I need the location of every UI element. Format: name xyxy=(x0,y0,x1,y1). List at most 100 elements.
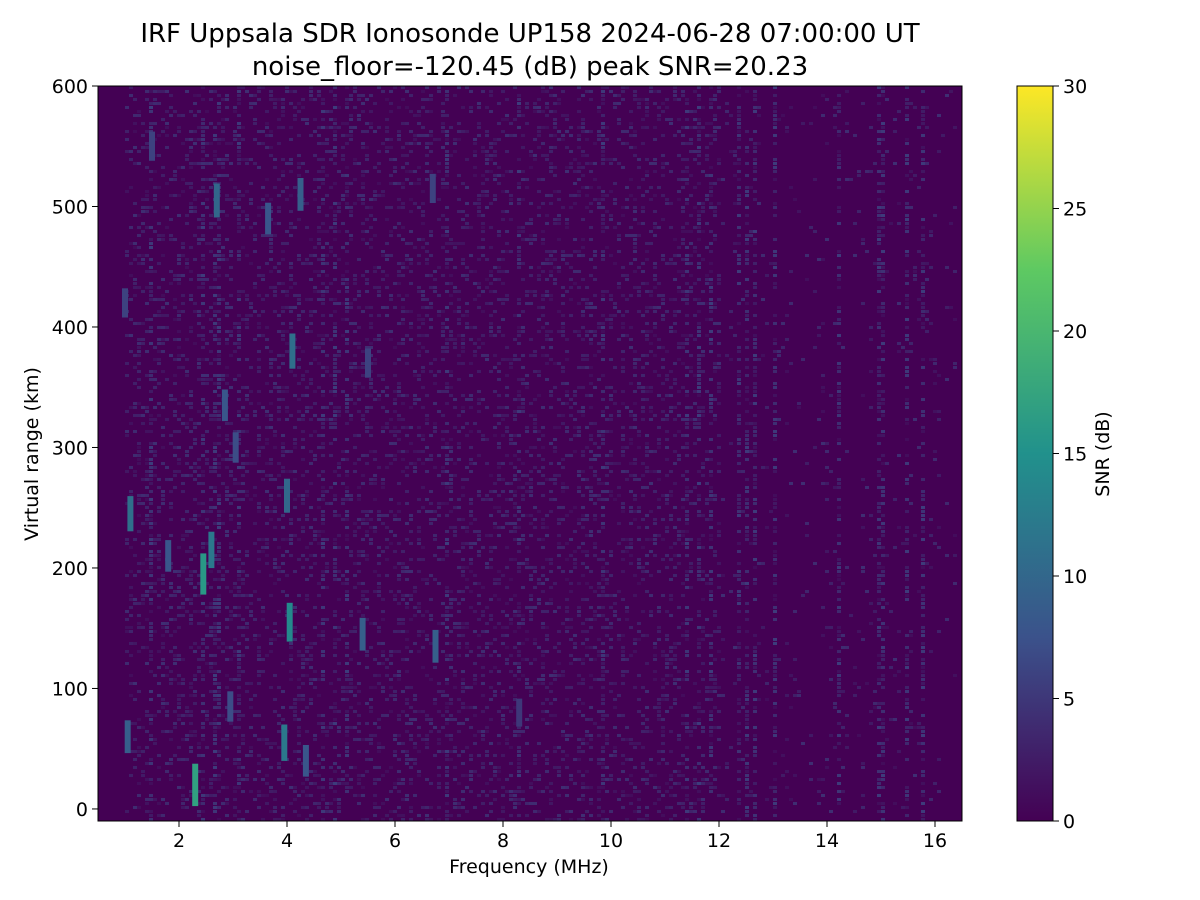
heatmap-cell xyxy=(141,258,145,261)
heatmap-cell xyxy=(145,810,149,813)
heatmap-cell xyxy=(213,410,217,413)
heatmap-cell xyxy=(517,198,521,201)
heatmap-cell xyxy=(149,522,153,525)
heatmap-cell xyxy=(481,190,485,193)
heatmap-cell xyxy=(521,198,525,201)
heatmap-cell xyxy=(405,594,409,597)
heatmap-cell xyxy=(205,606,209,609)
heatmap-cell xyxy=(221,482,225,485)
heatmap-cell xyxy=(497,506,501,509)
heatmap-cell xyxy=(225,530,229,533)
heatmap-cell xyxy=(213,126,217,129)
heatmap-cell xyxy=(245,550,249,553)
heatmap-cell xyxy=(545,650,549,653)
heatmap-cell xyxy=(201,642,205,645)
heatmap-cell xyxy=(149,90,153,93)
heatmap-cell xyxy=(441,690,445,693)
heatmap-cell xyxy=(401,750,405,753)
heatmap-cell xyxy=(541,622,545,625)
heatmap-cell xyxy=(217,526,221,529)
heatmap-cell xyxy=(401,742,405,745)
heatmap-cell xyxy=(457,646,461,649)
heatmap-cell xyxy=(181,658,185,661)
heatmap-cell xyxy=(237,326,241,329)
heatmap-cell xyxy=(321,486,325,489)
heatmap-cell xyxy=(249,726,253,729)
heatmap-cell xyxy=(353,738,357,741)
heatmap-cell xyxy=(217,402,221,405)
heatmap-cell xyxy=(461,806,465,809)
heatmap-cell xyxy=(525,638,529,641)
heatmap-cell xyxy=(473,610,477,613)
heatmap-cell xyxy=(517,746,521,749)
heatmap-cell xyxy=(385,330,389,333)
heatmap-cell xyxy=(485,134,489,137)
heatmap-cell xyxy=(269,238,273,241)
heatmap-cell xyxy=(389,102,393,105)
heatmap-cell xyxy=(533,758,537,761)
heatmap-cell xyxy=(297,162,301,165)
heatmap-cell xyxy=(169,682,173,685)
heatmap-cell xyxy=(493,366,497,369)
heatmap-cell xyxy=(157,414,161,417)
heatmap-cell xyxy=(189,326,193,329)
heatmap-cell xyxy=(453,286,457,289)
heatmap-cell xyxy=(545,758,549,761)
heatmap-cell xyxy=(509,618,513,621)
heatmap-cell xyxy=(357,194,361,197)
heatmap-cell xyxy=(341,146,345,149)
heatmap-cell xyxy=(333,150,337,153)
heatmap-cell xyxy=(365,666,369,669)
heatmap-cell xyxy=(213,334,217,337)
heatmap-cell xyxy=(425,634,429,637)
heatmap-cell xyxy=(461,722,465,725)
heatmap-cell xyxy=(369,238,373,241)
heatmap-cell xyxy=(197,646,201,649)
heatmap-cell xyxy=(465,398,469,401)
heatmap-cell xyxy=(253,94,257,97)
heatmap-cell xyxy=(373,722,377,725)
heatmap-cell xyxy=(385,426,389,429)
heatmap-cell xyxy=(317,694,321,697)
heatmap-cell xyxy=(237,190,241,193)
heatmap-cell xyxy=(233,678,237,681)
heatmap-cell xyxy=(513,694,517,697)
heatmap-cell xyxy=(537,274,541,277)
heatmap-cell xyxy=(545,710,549,713)
heatmap-cell xyxy=(405,106,409,109)
heatmap-cell xyxy=(317,206,321,209)
heatmap-cell xyxy=(413,710,417,713)
heatmap-cell xyxy=(213,470,217,473)
heatmap-cell xyxy=(293,294,297,297)
heatmap-cell xyxy=(469,406,473,409)
heatmap-cell xyxy=(297,418,301,421)
heatmap-cell xyxy=(489,322,493,325)
heatmap-cell xyxy=(553,450,557,453)
heatmap-cell xyxy=(497,770,501,773)
heatmap-cell xyxy=(333,722,337,725)
heatmap-cell xyxy=(133,122,137,125)
heatmap-cell xyxy=(481,654,485,657)
heatmap-cell xyxy=(521,326,525,329)
heatmap-cell xyxy=(217,542,221,545)
heatmap-cell xyxy=(185,566,189,569)
heatmap-cell xyxy=(173,446,177,449)
heatmap-cell xyxy=(369,322,373,325)
heatmap-cell xyxy=(185,214,189,217)
heatmap-cell xyxy=(481,614,485,617)
heatmap-cell xyxy=(189,730,193,733)
heatmap-cell xyxy=(245,90,249,93)
heatmap-cell xyxy=(265,382,269,385)
heatmap-cell xyxy=(145,582,149,585)
heatmap-cell xyxy=(241,418,245,421)
heatmap-cell xyxy=(397,562,401,565)
heatmap-cell xyxy=(469,106,473,109)
heatmap-cell xyxy=(237,718,241,721)
heatmap-cell xyxy=(297,254,301,257)
heatmap-cell xyxy=(497,298,501,301)
heatmap-cell xyxy=(357,294,361,297)
heatmap-cell xyxy=(253,590,257,593)
heatmap-cell xyxy=(505,230,509,233)
heatmap-cell xyxy=(353,90,357,93)
heatmap-cell xyxy=(457,802,461,805)
